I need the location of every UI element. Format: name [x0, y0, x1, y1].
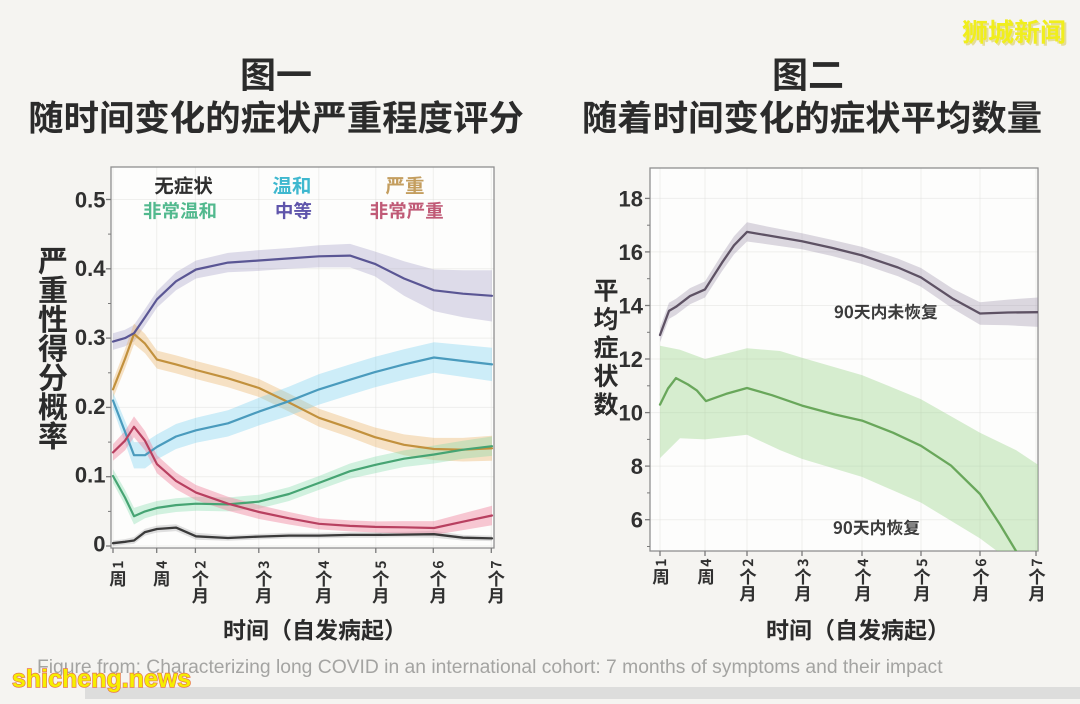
svg-text:shicheng.news: shicheng.news	[12, 665, 191, 693]
svg-text:16: 16	[619, 240, 643, 265]
svg-text:14: 14	[619, 293, 644, 318]
svg-text:0.1: 0.1	[75, 463, 106, 488]
svg-text:10: 10	[619, 401, 643, 426]
svg-text:12: 12	[619, 347, 643, 372]
svg-text:0.5: 0.5	[75, 187, 106, 212]
svg-text:18: 18	[619, 186, 643, 211]
svg-text:6: 6	[631, 508, 643, 533]
svg-text:0.4: 0.4	[75, 256, 106, 281]
svg-text:0.2: 0.2	[75, 394, 106, 419]
svg-text:0.3: 0.3	[75, 325, 106, 350]
svg-text:8: 8	[631, 454, 643, 479]
svg-text:0: 0	[93, 531, 105, 556]
svg-text:Figure from: Characterizing lo: Figure from: Characterizing long COVID i…	[37, 657, 943, 678]
